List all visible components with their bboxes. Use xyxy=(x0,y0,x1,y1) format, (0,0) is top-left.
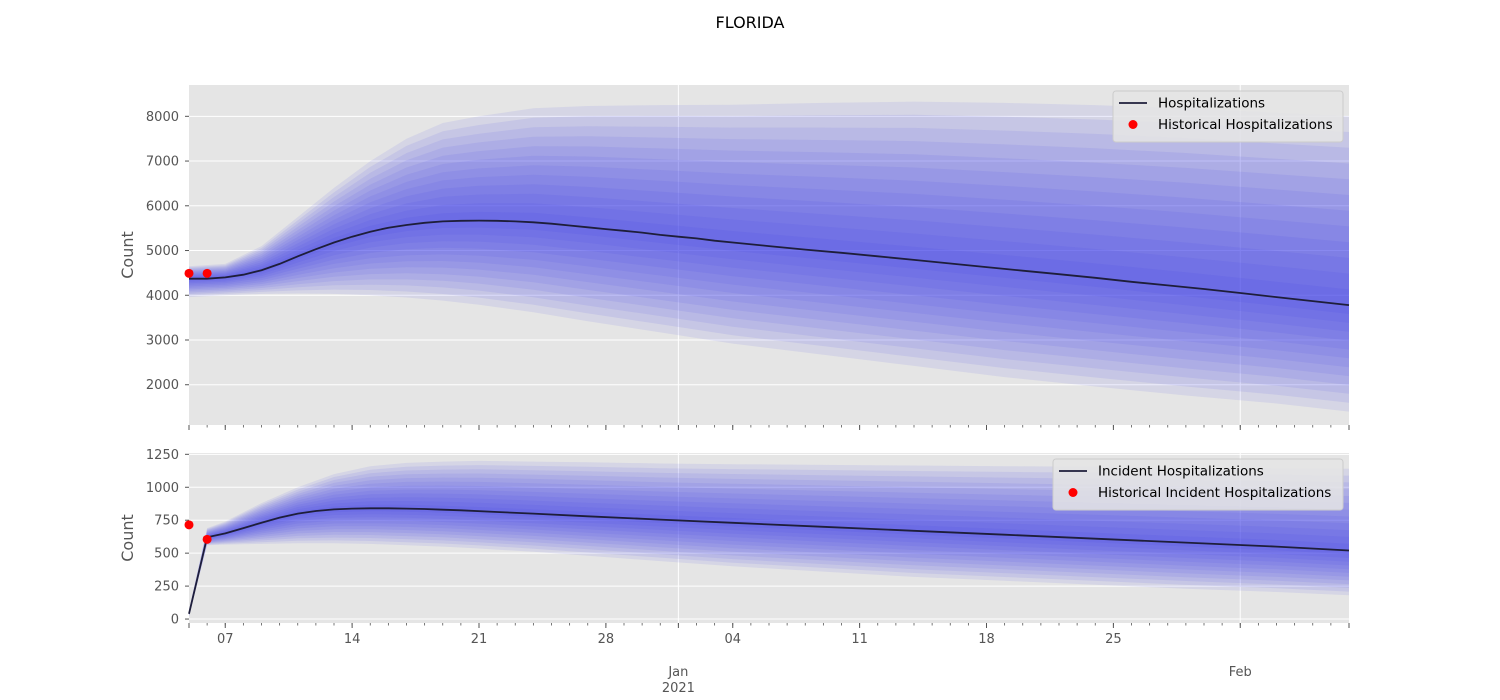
y-tick-label: 6000 xyxy=(146,199,179,214)
uncertainty-band xyxy=(189,101,1349,412)
x-month-label: Feb xyxy=(1229,665,1252,680)
legend-entry-label: Incident Hospitalizations xyxy=(1098,464,1264,480)
x-year-label: 2021 xyxy=(662,681,695,696)
uncertainty-band xyxy=(189,501,1349,615)
y-axis-label: Count xyxy=(118,514,137,562)
y-tick-label: 500 xyxy=(154,547,179,562)
historical-point xyxy=(184,520,194,530)
hospitalizations-panel: 2000 3000 4000 5000 6000 7000 8000 Count Hospita… xyxy=(118,85,1350,430)
uncertainty-band xyxy=(189,184,1349,341)
y-tick-label: 5000 xyxy=(146,244,179,259)
legend-entry-label: Historical Incident Hospitalizations xyxy=(1098,485,1331,501)
uncertainty-band xyxy=(189,165,1349,359)
y-tick-label: 1250 xyxy=(146,448,179,463)
uncertainty-band xyxy=(189,155,1349,368)
uncertainty-band xyxy=(189,136,1349,385)
uncertainty-band xyxy=(189,146,1349,377)
y-tick-label: 7000 xyxy=(146,155,179,170)
uncertainty-band xyxy=(189,126,1349,394)
median-series-line xyxy=(189,219,1350,306)
uncertainty-band xyxy=(189,489,1349,615)
uncertainty-band xyxy=(189,504,1349,614)
y-tick-label: 1000 xyxy=(146,481,179,496)
historical-point xyxy=(184,268,194,278)
uncertainty-band xyxy=(189,485,1349,616)
uncertainty-band xyxy=(189,203,1349,323)
x-tick-label: 25 xyxy=(1105,632,1122,647)
y-tick-label: 250 xyxy=(154,580,179,595)
legend-entry-label: Hospitalizations xyxy=(1158,96,1265,112)
x-tick-label: 11 xyxy=(851,632,868,647)
uncertainty-band xyxy=(189,477,1349,616)
x-tick-label: 14 xyxy=(344,632,361,647)
median-series-line xyxy=(188,507,1350,615)
historical-point xyxy=(202,268,212,278)
historical-point xyxy=(202,534,212,544)
x-tick-label: 21 xyxy=(471,632,488,647)
y-tick-label: 750 xyxy=(154,514,179,529)
y-axis-label: Count xyxy=(118,231,137,279)
legend-dot-swatch xyxy=(1068,488,1078,497)
uncertainty-band xyxy=(189,481,1349,616)
legend-box xyxy=(1112,90,1344,143)
x-tick-label: 07 xyxy=(217,632,234,647)
uncertainty-band xyxy=(189,114,1349,403)
legend-dot-swatch xyxy=(1128,120,1138,129)
uncertainty-band xyxy=(189,193,1349,332)
y-tick-label: 0 xyxy=(171,613,179,628)
y-tick-label: 3000 xyxy=(146,334,179,349)
uncertainty-band xyxy=(189,493,1349,615)
x-tick-label: 28 xyxy=(598,632,615,647)
y-tick-label: 4000 xyxy=(146,289,179,304)
legend-box xyxy=(1052,458,1344,511)
x-month-label: Jan xyxy=(667,665,688,680)
incident-hospitalizations-panel: 0 250 500 750 1000 1250 Count Incident Hospital… xyxy=(118,448,1350,696)
y-tick-label: 8000 xyxy=(146,110,179,125)
x-tick-label: 04 xyxy=(724,632,741,647)
uncertainty-band xyxy=(189,497,1349,615)
y-tick-label: 2000 xyxy=(146,378,179,393)
figure-title: FLORIDA xyxy=(716,13,785,32)
uncertainty-band xyxy=(189,174,1349,350)
x-tick-label: 18 xyxy=(978,632,995,647)
legend-entry-label: Historical Hospitalizations xyxy=(1158,117,1333,133)
